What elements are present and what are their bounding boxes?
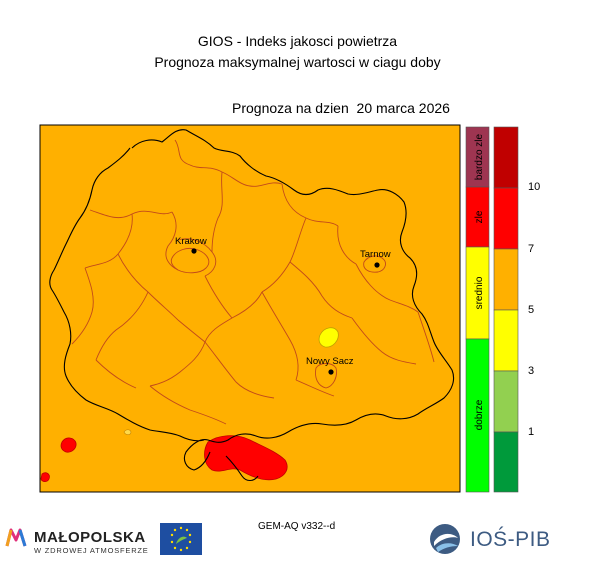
forecast-date: Prognoza na dzien 20 marca 2026 <box>232 100 450 116</box>
ios-pib-name: IOŚ-PIB <box>470 528 551 551</box>
title-line-2: Prognoza maksymalnej wartosci w ciagu do… <box>154 54 441 70</box>
voivodeship-border <box>49 129 455 482</box>
eu-life-logo-icon <box>160 523 202 555</box>
ios-pib-logo-icon <box>430 524 460 554</box>
malopolska-name: MAŁOPOLSKA <box>34 529 146 546</box>
scale-bin-5 <box>493 187 519 250</box>
title-line-1: GIOS - Indeks jakosci powietrza <box>197 33 398 49</box>
scale-tick-7: 7 <box>528 243 535 255</box>
red-zone-southwest <box>40 472 50 483</box>
scale-tick-10: 10 <box>528 181 541 193</box>
yellow-zone-small <box>123 429 132 435</box>
scale-bin-4 <box>493 248 519 311</box>
city-label-nowy-sacz: Nowy Sacz <box>306 356 354 367</box>
district-borders <box>71 139 435 425</box>
scale-tick-5: 5 <box>528 304 535 316</box>
scale-bin-3 <box>493 309 519 372</box>
category-label-dobrze: dobrze <box>474 399 485 430</box>
city-outlines <box>170 247 386 389</box>
red-zone-south <box>204 435 288 481</box>
map-background <box>39 124 461 493</box>
city-dot-tarnow <box>374 262 380 268</box>
malopolska-subtitle: W ZDROWEJ ATMOSFERZE <box>34 546 149 555</box>
city-dot-nowy-sacz <box>328 369 334 375</box>
city-dot-krakow <box>191 248 197 254</box>
category-label-srednio: srednio <box>474 276 485 309</box>
scale-tick-3: 3 <box>528 365 535 377</box>
scale-bin-6 <box>493 126 519 189</box>
model-label: GEM-AQ v332--d <box>258 521 336 532</box>
scale-legend <box>493 126 519 493</box>
yellow-zone-nowy-sacz <box>318 327 339 348</box>
red-zone-west <box>60 437 77 453</box>
malopolska-logo-icon <box>5 528 27 547</box>
scale-bin-2 <box>493 370 519 433</box>
category-dobrze <box>465 338 490 493</box>
category-label-bardzo-zle: bardzo zle <box>474 133 485 180</box>
scale-bin-1 <box>493 431 519 493</box>
city-label-krakow: Krakow <box>175 236 207 247</box>
city-label-tarnow: Tarnow <box>360 249 391 260</box>
category-legend: bardzo zle zle srednio dobrze <box>465 126 490 493</box>
scale-tick-1: 1 <box>528 426 535 438</box>
category-label-zle: zle <box>474 210 485 223</box>
